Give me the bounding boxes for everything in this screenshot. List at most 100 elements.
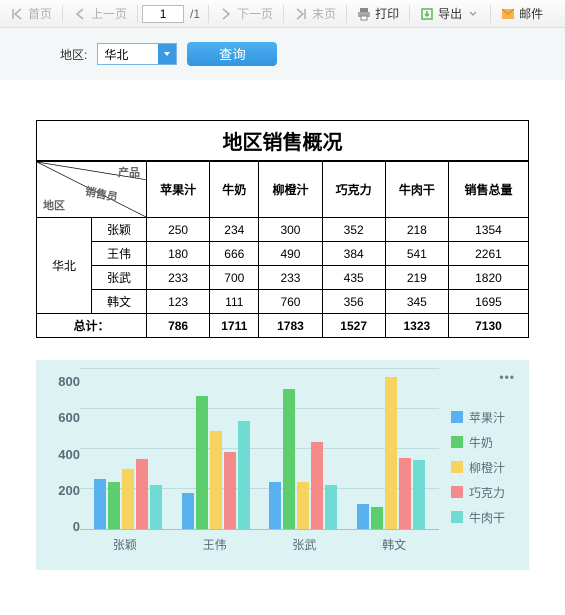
export-icon — [420, 7, 434, 21]
region-label: 地区: — [60, 46, 87, 63]
value-cell: 435 — [322, 266, 385, 290]
value-cell: 250 — [147, 218, 210, 242]
x-axis: 张颖王伟张武韩文 — [80, 530, 439, 553]
bar — [399, 458, 411, 529]
pager-toolbar: 首页 上一页 /1 下一页 末页 打印 导出 — [0, 0, 565, 28]
data-table: 产品 销售员 地区 苹果汁 牛奶 柳橙汁 巧克力 牛肉干 销售总量 华北张颖25… — [36, 161, 529, 338]
mail-icon — [501, 7, 515, 21]
bar — [224, 452, 236, 529]
sum-value-cell: 786 — [147, 314, 210, 338]
region-select[interactable]: 华北 — [97, 43, 177, 65]
diagonal-header: 产品 销售员 地区 — [37, 162, 147, 218]
y-tick: 600 — [46, 410, 80, 425]
print-icon — [357, 7, 371, 21]
legend-label: 牛肉干 — [469, 509, 505, 526]
gridline — [80, 368, 439, 369]
plot-area — [80, 370, 439, 530]
legend-swatch — [451, 511, 463, 523]
legend-item[interactable]: 柳橙汁 — [451, 459, 519, 476]
region-cell: 华北 — [37, 218, 92, 314]
legend-item[interactable]: 巧克力 — [451, 484, 519, 501]
print-button[interactable]: 打印 — [351, 3, 405, 24]
sum-value-cell: 1711 — [210, 314, 259, 338]
salesman-cell: 张武 — [92, 266, 147, 290]
col-header: 牛肉干 — [385, 162, 448, 218]
bar — [371, 507, 383, 529]
chart-menu-button[interactable]: ••• — [499, 370, 515, 384]
bar — [136, 459, 148, 529]
diag-product: 产品 — [118, 164, 140, 180]
legend-label: 牛奶 — [469, 434, 493, 451]
value-cell: 234 — [210, 218, 259, 242]
table-row: 张武2337002334352191820 — [37, 266, 529, 290]
bar-group — [269, 389, 337, 529]
bar — [283, 389, 295, 529]
value-cell: 300 — [259, 218, 322, 242]
first-page-button[interactable]: 首页 — [4, 3, 58, 24]
bar-group — [94, 459, 162, 529]
value-cell: 490 — [259, 242, 322, 266]
col-header: 苹果汁 — [147, 162, 210, 218]
value-cell: 233 — [259, 266, 322, 290]
page-number-input[interactable] — [142, 5, 184, 23]
bar — [385, 377, 397, 529]
last-page-button[interactable]: 末页 — [288, 3, 342, 24]
chevron-down-icon — [158, 44, 176, 64]
value-cell: 384 — [322, 242, 385, 266]
bar-group — [357, 377, 425, 529]
report-title: 地区销售概况 — [36, 120, 529, 161]
separator — [62, 5, 63, 23]
export-button[interactable]: 导出 — [414, 3, 486, 24]
legend-label: 柳橙汁 — [469, 459, 505, 476]
col-header: 柳橙汁 — [259, 162, 322, 218]
value-cell: 123 — [147, 290, 210, 314]
y-tick: 800 — [46, 374, 80, 389]
query-button[interactable]: 查询 — [187, 42, 277, 66]
bar — [357, 504, 369, 529]
sum-value-cell: 1527 — [322, 314, 385, 338]
legend-swatch — [451, 411, 463, 423]
value-cell: 352 — [322, 218, 385, 242]
value-cell: 180 — [147, 242, 210, 266]
mail-button[interactable]: 邮件 — [495, 3, 549, 24]
table-row: 王伟1806664903845412261 — [37, 242, 529, 266]
bar — [182, 493, 194, 529]
legend-label: 巧克力 — [469, 484, 505, 501]
bar — [325, 485, 337, 529]
bar-group — [182, 396, 250, 529]
separator — [283, 5, 284, 23]
separator — [346, 5, 347, 23]
y-tick: 400 — [46, 447, 80, 462]
col-header: 牛奶 — [210, 162, 259, 218]
value-cell: 700 — [210, 266, 259, 290]
bar — [269, 482, 281, 529]
diag-region: 地区 — [43, 197, 65, 213]
row-total-cell: 1820 — [448, 266, 528, 290]
legend-item[interactable]: 苹果汁 — [451, 409, 519, 426]
prev-label: 上一页 — [91, 5, 127, 22]
legend-item[interactable]: 牛肉干 — [451, 509, 519, 526]
bar — [413, 460, 425, 529]
row-total-cell: 1695 — [448, 290, 528, 314]
value-cell: 541 — [385, 242, 448, 266]
legend-item[interactable]: 牛奶 — [451, 434, 519, 451]
row-total-cell: 1354 — [448, 218, 528, 242]
x-tick: 张武 — [292, 536, 316, 553]
next-page-button[interactable]: 下一页 — [213, 3, 279, 24]
y-tick: 200 — [46, 483, 80, 498]
separator — [137, 5, 138, 23]
value-cell: 111 — [210, 290, 259, 314]
value-cell: 219 — [385, 266, 448, 290]
first-label: 首页 — [28, 5, 52, 22]
bar — [196, 396, 208, 529]
next-icon — [219, 7, 233, 21]
salesman-cell: 韩文 — [92, 290, 147, 314]
legend-label: 苹果汁 — [469, 409, 505, 426]
value-cell: 760 — [259, 290, 322, 314]
first-icon — [10, 7, 24, 21]
prev-page-button[interactable]: 上一页 — [67, 3, 133, 24]
col-header: 巧克力 — [322, 162, 385, 218]
last-label: 末页 — [312, 5, 336, 22]
sum-value-cell: 1323 — [385, 314, 448, 338]
bar — [311, 442, 323, 529]
